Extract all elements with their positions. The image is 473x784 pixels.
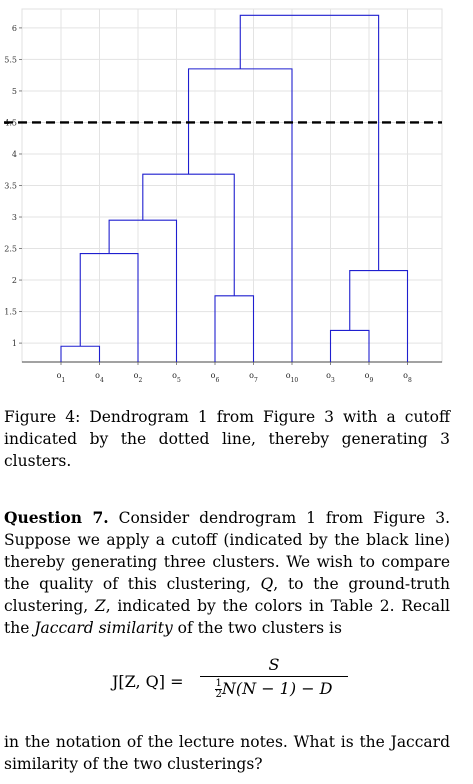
y-tick-label: 5.5	[4, 55, 17, 64]
formula-numerator: S	[268, 655, 280, 674]
formula-fraction: S 1 2 N(N − 1) − D	[198, 654, 350, 700]
y-tick-label: 2	[12, 276, 17, 285]
question-part-3: , indicated by the colors in Table 2. Re…	[4, 597, 450, 637]
dendrogram-chart: 65.554.543.532.521.51 o1o4o2o5o6o7o10o3o…	[4, 8, 443, 384]
q-symbol: Q	[260, 575, 274, 593]
question-text: Question 7. Consider dendrogram 1 from F…	[4, 507, 450, 639]
y-tick-label: 1	[12, 339, 17, 348]
link-o6-o7	[214, 295, 255, 362]
y-tick-label: 1.5	[4, 308, 17, 317]
link-(o1,o4,o2,o5,o6,o7,o10)-(o3,o9,o8)	[239, 14, 380, 271]
y-tick-label: 4	[12, 150, 17, 159]
half-numerator: 1	[215, 678, 222, 689]
y-tick-label: 3.5	[4, 182, 17, 191]
link-o3-o9	[329, 329, 370, 362]
y-tick-label: 6	[12, 24, 17, 33]
link-(o3,o9)-o8	[349, 270, 409, 362]
y-tick-label: 2.5	[4, 245, 17, 254]
denominator-expression: N(N − 1) − D	[221, 679, 333, 698]
link-(o1,o4)-o2	[79, 253, 139, 362]
x-axis: o1 o4 o2 o5 o6 o7 o10 o3 o9 o8	[57, 362, 412, 384]
link-(o1,o4,o2)-o5	[108, 219, 178, 362]
x-tick-label-o10: o10	[286, 371, 299, 384]
x-tick-label-o8: o8	[403, 371, 412, 384]
link-(o1,o4,o2,o5)-(o6,o7)	[142, 173, 235, 296]
question-part-2: , to the ground-truth clustering,	[4, 575, 450, 615]
x-tick-label-o7: o7	[249, 371, 258, 384]
fraction-bar	[200, 676, 348, 677]
formula-denominator: 1 2 N(N − 1) − D	[198, 677, 350, 700]
question-label: Question 7.	[4, 508, 109, 527]
y-tick-label: 3	[12, 213, 17, 222]
x-tick-label-o2: o2	[134, 371, 143, 384]
question-closing: in the notation of the lecture notes. Wh…	[4, 733, 450, 773]
x-tick-label-o4: o4	[95, 371, 104, 384]
z-symbol: Z	[94, 597, 106, 615]
question-part-4: of the two clusters is	[172, 619, 342, 637]
x-tick-label-o3: o3	[326, 371, 335, 384]
x-tick-label-o6: o6	[211, 371, 220, 384]
half-denominator: 2	[215, 689, 222, 700]
x-tick-label-o5: o5	[172, 371, 181, 384]
x-tick-label-o9: o9	[365, 371, 374, 384]
x-tick-label-o1: o1	[57, 371, 66, 384]
figure-caption: Figure 4: Dendrogram 1 from Figure 3 wit…	[4, 408, 450, 470]
y-tick-label: 5	[12, 87, 17, 96]
formula-lhs: J[Z, Q] =	[112, 672, 184, 691]
jaccard-term: Jaccard similarity	[34, 619, 173, 637]
dendrogram-links	[60, 14, 409, 362]
question-part-1: Consider dendrogram 1 from Figure 3. Sup…	[4, 509, 451, 593]
jaccard-formula: J[Z, Q] = S 1 2 N(N − 1) − D	[112, 652, 372, 712]
link-(o1,o4,o2,o5,o6,o7)-o10	[187, 68, 293, 362]
y-axis: 65.554.543.532.521.51	[4, 24, 22, 348]
link-o1-o4	[60, 345, 101, 362]
